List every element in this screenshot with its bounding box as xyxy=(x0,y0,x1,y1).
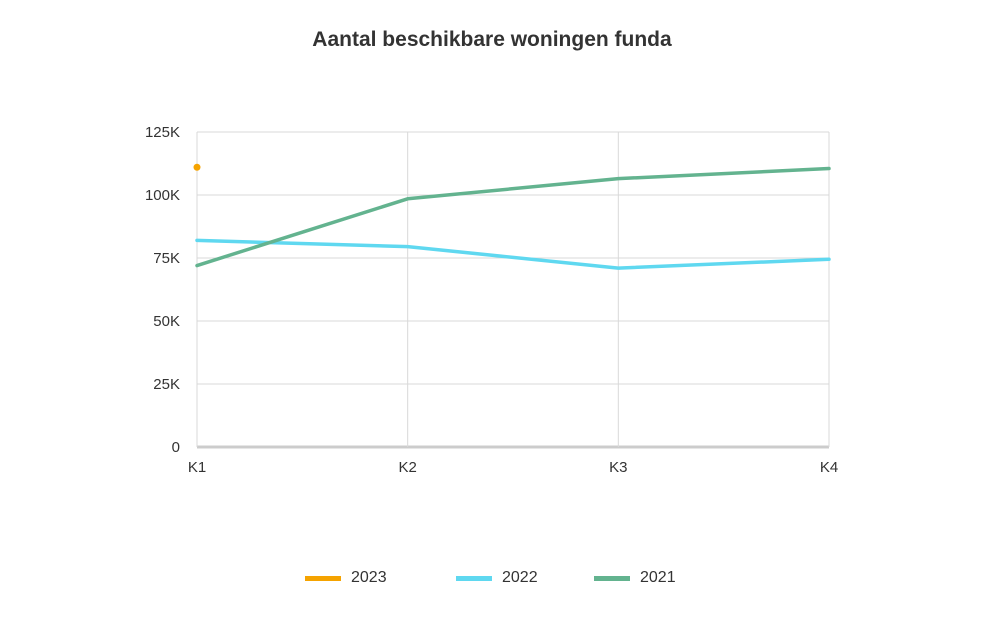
legend-swatch-2021 xyxy=(594,575,630,581)
legend-item-2023[interactable]: 2023 xyxy=(305,566,387,590)
legend-swatch-2023 xyxy=(305,575,341,581)
x-tick-label: K4 xyxy=(820,459,838,476)
y-tick-label: 50K xyxy=(153,313,180,330)
x-tick-label: K3 xyxy=(609,459,627,476)
y-tick-label: 100K xyxy=(145,187,180,204)
y-tick-label: 0 xyxy=(172,439,180,456)
legend-item-2022[interactable]: 2022 xyxy=(456,566,538,590)
series-point-2023 xyxy=(193,163,201,171)
x-tick-label: K1 xyxy=(188,459,206,476)
y-tick-label: 25K xyxy=(153,376,180,393)
series-line-2021 xyxy=(195,166,831,268)
legend: 2023 2022 2021 xyxy=(0,566,984,590)
legend-label-2021: 2021 xyxy=(640,569,676,586)
y-tick-label: 75K xyxy=(153,250,180,267)
legend-swatch-2022 xyxy=(456,575,492,581)
x-tick-label: K2 xyxy=(398,459,416,476)
legend-item-2021[interactable]: 2021 xyxy=(594,566,676,590)
legend-label-2022: 2022 xyxy=(502,569,538,586)
legend-label-2023: 2023 xyxy=(351,569,387,586)
chart-title: Aantal beschikbare woningen funda xyxy=(312,28,672,51)
y-tick-label: 125K xyxy=(145,124,180,141)
series-line-2022 xyxy=(195,238,831,270)
